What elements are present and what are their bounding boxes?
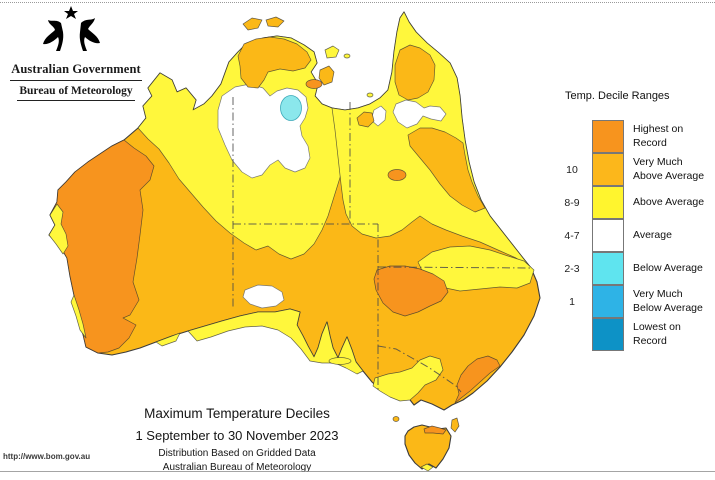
legend-label: Highest on Record	[633, 122, 684, 149]
legend-label: Very Much Above Average	[633, 155, 705, 182]
island	[242, 17, 263, 31]
legend-range: 8-9	[564, 196, 580, 209]
coat-of-arms	[43, 6, 100, 51]
legend-swatch	[592, 153, 624, 186]
island-flinders	[450, 417, 460, 433]
map-region	[423, 425, 447, 435]
legend-row: 10 Very Much Above Average	[552, 153, 712, 186]
map-coastal-yellow-slivers	[48, 203, 181, 347]
island	[324, 45, 340, 59]
legend-label: Above Average	[633, 195, 705, 208]
bureau-title: Bureau of Meteorology	[17, 82, 135, 101]
legend-range: 2-3	[564, 262, 580, 275]
map-region-sydney-orange	[454, 355, 501, 404]
map-region	[155, 332, 181, 347]
state-borders	[232, 97, 532, 393]
map-region	[394, 44, 436, 101]
legend-swatch	[592, 219, 624, 252]
map-region	[417, 245, 535, 292]
map-region-bight-white	[242, 284, 285, 309]
map-period: 1 September to 30 November 2023	[135, 428, 339, 443]
crest-star-icon	[64, 6, 78, 19]
map-region	[70, 294, 87, 339]
legend-swatch	[592, 318, 624, 351]
legend-row: 1 Very Much Below Average	[552, 285, 712, 318]
header-branding: Australian Government Bureau of Meteorol…	[10, 6, 142, 101]
islands	[242, 16, 460, 433]
government-title: Australian Government	[10, 62, 142, 81]
legend-swatch	[592, 120, 624, 153]
map-region	[372, 355, 444, 402]
legend-swatch	[592, 252, 624, 285]
bom-url: http://www.bom.gov.au	[3, 452, 91, 461]
legend-label: Very Much Below Average	[633, 287, 703, 314]
map-region-below-average	[280, 95, 302, 121]
crest-kangaroo-icon	[43, 20, 64, 51]
island	[366, 92, 374, 98]
legend-range: 1	[569, 295, 575, 308]
legend-row: 8-9 Above Average	[552, 186, 712, 219]
map-region	[48, 203, 69, 255]
map-region	[237, 36, 312, 89]
frame-top-line	[0, 2, 715, 3]
map-title: Maximum Temperature Deciles	[144, 406, 330, 421]
legend-label: Average	[633, 228, 672, 241]
legend-range: 10	[566, 163, 578, 176]
map-source-line2: Australian Bureau of Meteorology	[162, 461, 312, 473]
legend-row: 4-7 Average	[552, 219, 712, 252]
map-region	[387, 169, 407, 181]
crest-emu-icon	[79, 18, 100, 51]
legend-row: 2-3 Below Average	[552, 252, 712, 285]
legend-range: 4-7	[564, 229, 580, 242]
legend-row: Lowest on Record	[552, 318, 712, 351]
map-regions-highest-on-record	[305, 79, 501, 404]
map-region	[187, 308, 364, 375]
map-source-line1: Distribution Based on Gridded Data	[158, 448, 316, 459]
legend-row: Highest on Record	[552, 120, 712, 153]
legend-title: Temp. Decile Ranges	[565, 90, 670, 102]
map-region	[318, 65, 335, 86]
island	[343, 53, 351, 59]
map-region	[305, 79, 323, 89]
tasmania-coastline	[404, 424, 452, 470]
map-region	[407, 127, 486, 213]
legend-label: Lowest on Record	[633, 320, 681, 347]
map-regions-very-much-above	[237, 36, 486, 213]
map-region	[392, 99, 447, 129]
legend-label: Below Average	[633, 261, 703, 274]
tasmania	[404, 424, 452, 472]
legend-swatch	[592, 186, 624, 219]
island-kangaroo	[328, 357, 352, 365]
frame-bottom-line	[0, 471, 715, 472]
legend-swatch	[592, 285, 624, 318]
island-king	[392, 416, 400, 422]
map-captions: Maximum Temperature Deciles 1 September …	[77, 406, 397, 473]
map-region	[356, 111, 375, 128]
island	[265, 16, 285, 28]
